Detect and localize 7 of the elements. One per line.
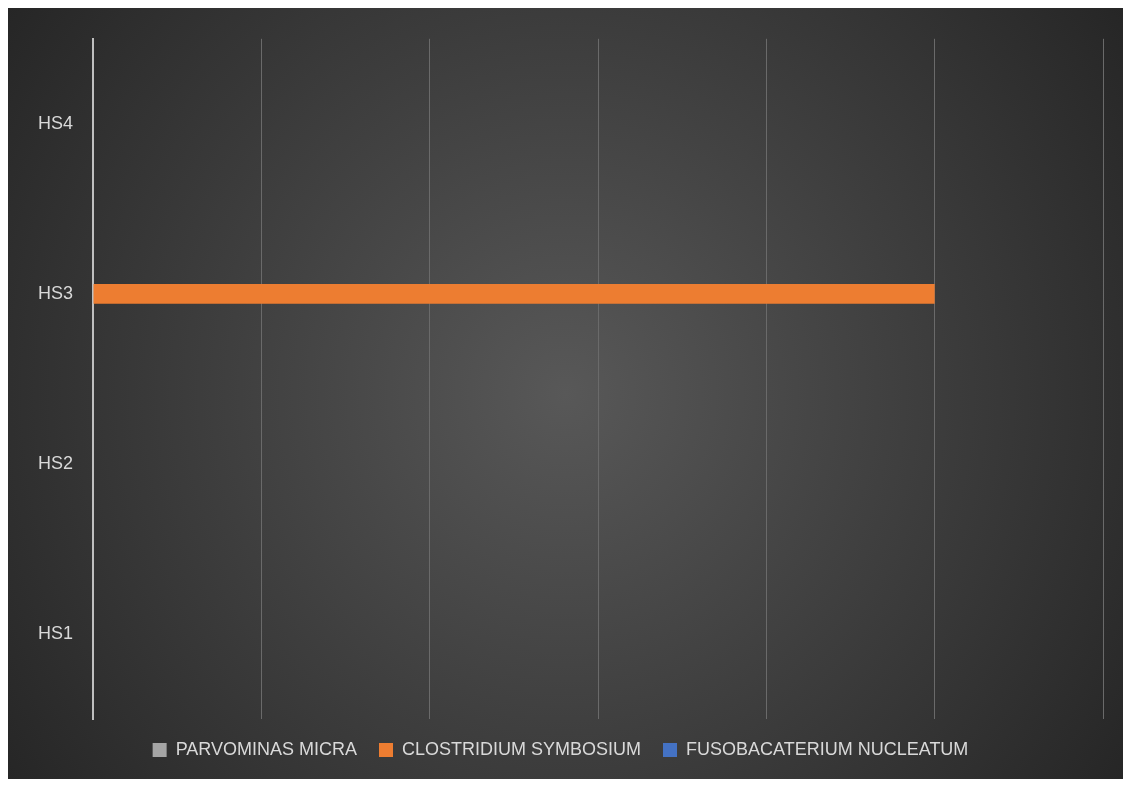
y-tick-label: HS3 [38, 282, 74, 303]
legend-label: PARVOMINAS MICRA [175, 738, 358, 759]
y-tick-label: HS4 [38, 112, 74, 133]
y-tick-label: HS1 [38, 622, 74, 643]
legend-label: CLOSTRIDIUM SYMBOSIUM [402, 738, 642, 759]
y-tick-label: HS2 [38, 452, 74, 473]
legend-label: FUSOBACATERIUM NUCLEATUM [686, 738, 969, 759]
